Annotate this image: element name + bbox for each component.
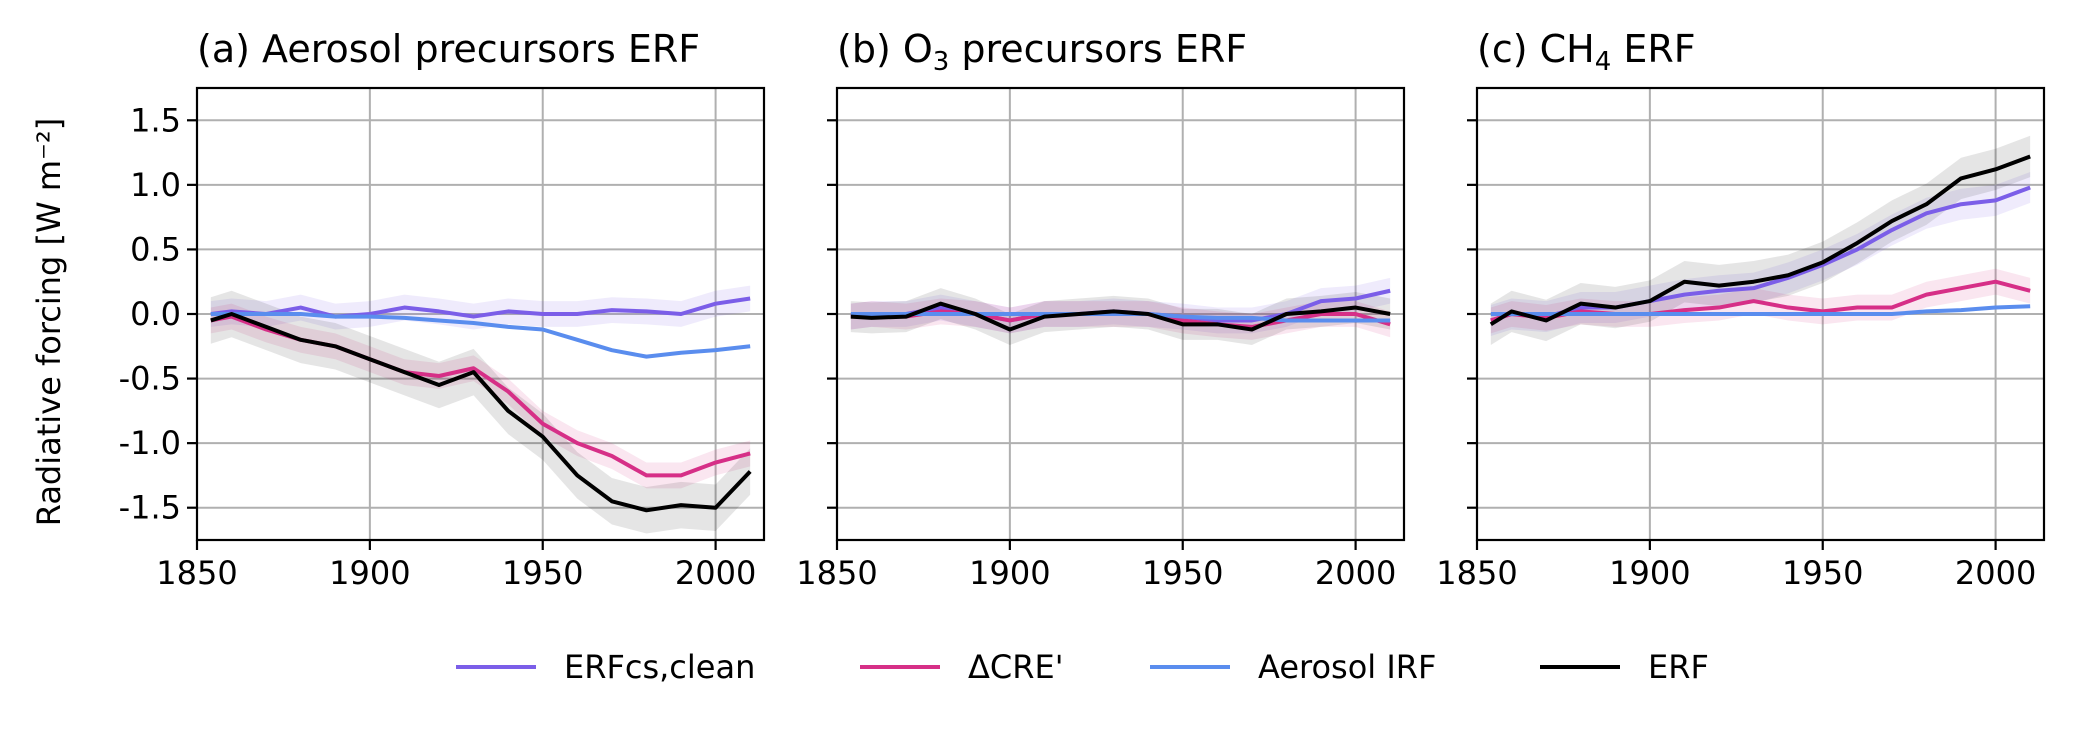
x-tick-label: 1850 bbox=[1436, 554, 1517, 592]
legend-label: ERF bbox=[1648, 648, 1709, 686]
panel-1: 1850 1900 1950 2000 -1.5 -1.0 -0.5 0.0 0.5 1.0 1.5… bbox=[119, 27, 766, 592]
uncertainty-band bbox=[850, 288, 1391, 345]
legend-item: ΔCRE' bbox=[860, 648, 1063, 686]
x-tick-label: 1850 bbox=[796, 554, 877, 592]
panel-2: 1850 1900 1950 2000 (b) O3 precursors ERF bbox=[796, 27, 1406, 592]
x-tick-label: 2000 bbox=[1315, 554, 1396, 592]
legend-label: ΔCRE' bbox=[968, 648, 1063, 686]
panel-3: 1850 1900 1950 2000 (c) CH4 ERF bbox=[1436, 27, 2046, 592]
x-tick-label: 1950 bbox=[1142, 554, 1223, 592]
x-tick-label: 2000 bbox=[1955, 554, 2036, 592]
panel-title: (b) O3 precursors ERF bbox=[837, 27, 1247, 77]
series-line bbox=[210, 296, 751, 319]
legend-item: ERFcs,clean bbox=[456, 648, 755, 686]
y-tick-label: 1.0 bbox=[130, 166, 181, 204]
legend-label: Aerosol IRF bbox=[1258, 648, 1436, 686]
legend-item: Aerosol IRF bbox=[1150, 648, 1436, 686]
y-axis-label: Radiative forcing [W m⁻²] bbox=[30, 118, 68, 526]
series-line bbox=[1490, 304, 2031, 316]
x-tick-label: 1950 bbox=[502, 554, 583, 592]
series-line bbox=[1489, 154, 2031, 327]
uncertainty-band bbox=[1490, 171, 2031, 336]
y-tick-label: 0.0 bbox=[130, 295, 181, 333]
x-tick-label: 1900 bbox=[1609, 554, 1690, 592]
x-tick-label: 1900 bbox=[969, 554, 1050, 592]
x-tick-label: 2000 bbox=[675, 554, 756, 592]
x-tick-label: 1950 bbox=[1782, 554, 1863, 592]
uncertainty-band bbox=[1490, 135, 2031, 345]
y-tick-label: 1.5 bbox=[130, 101, 181, 139]
y-tick-label: -0.5 bbox=[119, 360, 181, 398]
y-tick-label: -1.0 bbox=[119, 424, 181, 462]
x-tick-label: 1900 bbox=[329, 554, 410, 592]
x-tick-label: 1850 bbox=[156, 554, 237, 592]
legend-item: ERF bbox=[1540, 648, 1709, 686]
y-tick-label: 0.5 bbox=[130, 230, 181, 268]
series-line bbox=[210, 312, 752, 513]
series-line bbox=[210, 312, 751, 359]
legend-label: ERFcs,clean bbox=[564, 648, 755, 686]
legend: ERFcs,clean ΔCRE' Aerosol IRF ERF bbox=[456, 648, 1709, 686]
series-line bbox=[850, 312, 1391, 323]
panel-title: (a) Aerosol precursors ERF bbox=[197, 27, 700, 71]
panel-title: (c) CH4 ERF bbox=[1477, 27, 1696, 77]
series-line bbox=[850, 301, 1391, 332]
y-tick-label: -1.5 bbox=[119, 489, 181, 527]
